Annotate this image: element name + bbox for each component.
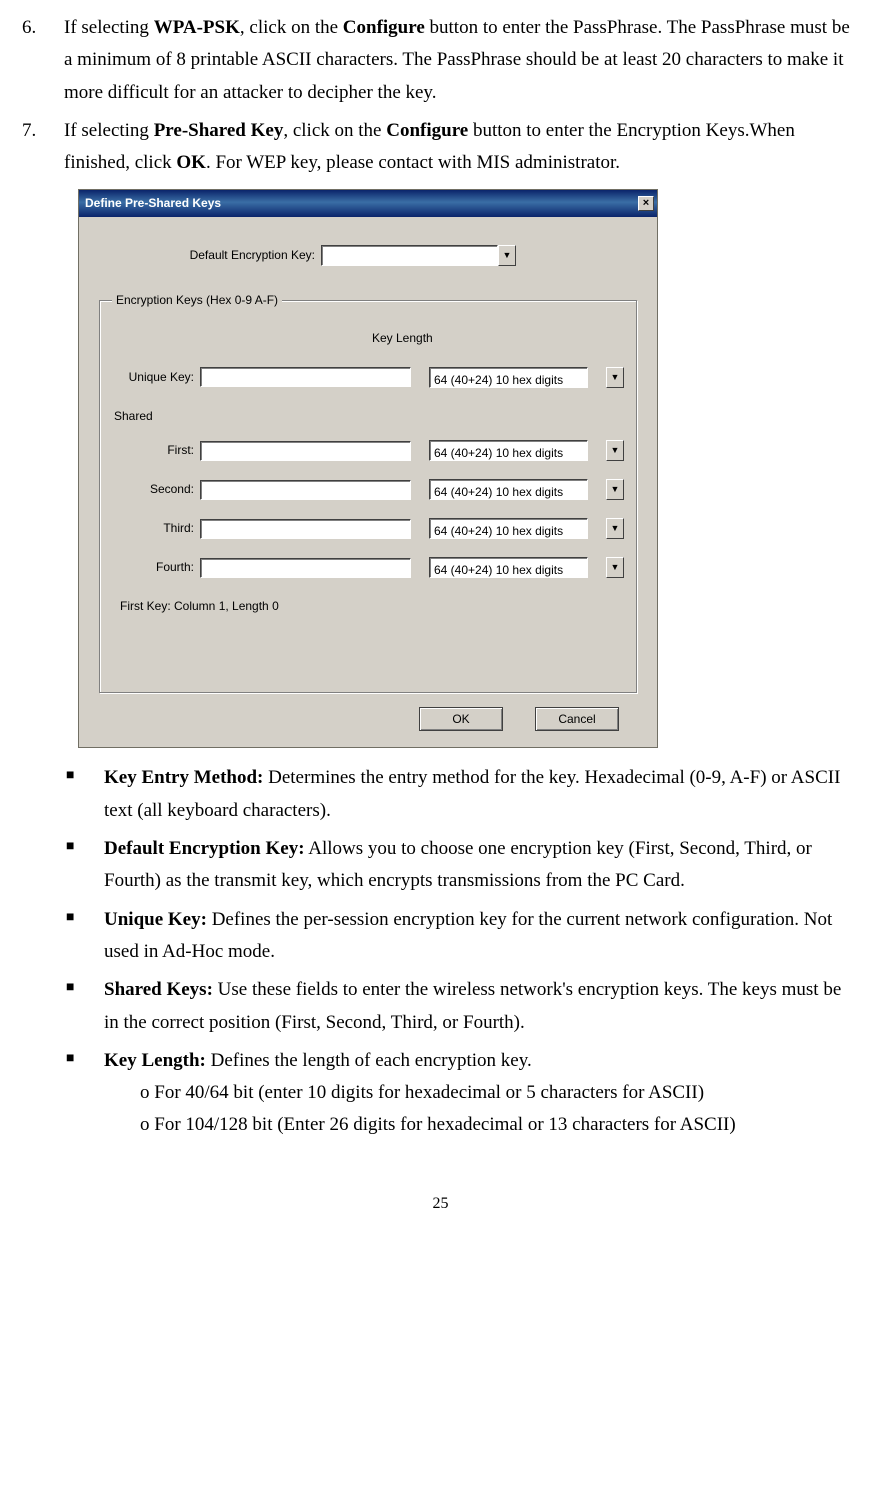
chevron-down-icon[interactable]: ▼ [606, 518, 624, 539]
unique-key-input[interactable] [200, 367, 411, 387]
length-value: 64 (40+24) 10 hex digits [429, 440, 588, 461]
shared-key-input[interactable] [200, 519, 411, 539]
bullet-sub: o For 40/64 bit (enter 10 digits for hex… [140, 1077, 859, 1109]
default-key-label: Default Encryption Key: [99, 245, 321, 265]
chevron-down-icon[interactable]: ▼ [606, 557, 624, 578]
shared-key-length-combo[interactable]: 64 (40+24) 10 hex digits ▼ [429, 518, 624, 539]
length-value: 64 (40+24) 10 hex digits [429, 479, 588, 500]
shared-label: Shared [114, 406, 624, 426]
encryption-keys-group: Encryption Keys (Hex 0-9 A-F) Key Length… [99, 290, 637, 694]
shared-key-input[interactable] [200, 441, 411, 461]
cancel-button[interactable]: Cancel [535, 707, 619, 731]
shared-key-length-combo[interactable]: 64 (40+24) 10 hex digits ▼ [429, 440, 624, 461]
default-key-value[interactable] [321, 245, 498, 266]
shared-key-input[interactable] [200, 558, 411, 578]
unique-key-label: Unique Key: [112, 367, 200, 387]
bullet-text: Defines the length of each encryption ke… [206, 1050, 532, 1071]
bullet-label: Key Length: [104, 1050, 206, 1071]
step-7: 7. If selecting Pre-Shared Key, click on… [22, 115, 859, 749]
bullet-label: Default Encryption Key: [104, 838, 305, 859]
key-length-header: Key Length [372, 328, 624, 348]
default-key-combo[interactable]: ▼ [321, 245, 516, 266]
shared-key-rows: First: 64 (40+24) 10 hex digits ▼ Second: 64… [112, 440, 624, 578]
chevron-down-icon[interactable]: ▼ [498, 245, 516, 266]
bullet-text: Defines the per-session encryption key f… [104, 909, 832, 962]
bullet-sub: o For 104/128 bit (Enter 26 digits for h… [140, 1109, 859, 1141]
step-6: 6. If selecting WPA-PSK, click on the Co… [22, 12, 859, 109]
bullet-text: Use these fields to enter the wireless n… [104, 979, 841, 1032]
bullet-item: Key Entry Method: Determines the entry m… [58, 762, 859, 827]
close-button[interactable]: × [638, 196, 654, 211]
shared-key-label: Third: [112, 518, 200, 538]
bullet-label: Shared Keys: [104, 979, 213, 1000]
page-number: 25 [22, 1190, 859, 1217]
step-text: If selecting Pre-Shared Key, click on th… [64, 120, 795, 173]
shared-key-label: First: [112, 440, 200, 460]
button-row: OK Cancel [99, 707, 637, 731]
length-value: 64 (40+24) 10 hex digits [429, 367, 588, 388]
shared-key-input[interactable] [200, 480, 411, 500]
bullet-item: Unique Key: Defines the per-session encr… [58, 904, 859, 969]
groupbox-title: Encryption Keys (Hex 0-9 A-F) [112, 290, 282, 310]
unique-key-length-combo[interactable]: 64 (40+24) 10 hex digits ▼ [429, 367, 624, 388]
ok-button[interactable]: OK [419, 707, 503, 731]
dialog-title: Define Pre-Shared Keys [85, 193, 221, 213]
bullet-item: Key Length: Defines the length of each e… [58, 1045, 859, 1142]
step-number: 7. [22, 115, 36, 147]
bullet-item: Default Encryption Key: Allows you to ch… [58, 833, 859, 898]
shared-key-row: First: 64 (40+24) 10 hex digits ▼ [112, 440, 624, 461]
titlebar: Define Pre-Shared Keys × [79, 190, 657, 216]
bullet-list: Key Entry Method: Determines the entry m… [58, 762, 859, 1141]
shared-key-length-combo[interactable]: 64 (40+24) 10 hex digits ▼ [429, 479, 624, 500]
step-number: 6. [22, 12, 36, 44]
length-value: 64 (40+24) 10 hex digits [429, 518, 588, 539]
shared-key-label: Second: [112, 479, 200, 499]
shared-key-row: Second: 64 (40+24) 10 hex digits ▼ [112, 479, 624, 500]
dialog-wrap: Define Pre-Shared Keys × Default Encrypt… [78, 189, 859, 748]
shared-key-row: Third: 64 (40+24) 10 hex digits ▼ [112, 518, 624, 539]
shared-key-row: Fourth: 64 (40+24) 10 hex digits ▼ [112, 557, 624, 578]
dialog-body: Default Encryption Key: ▼ Encryption Key… [79, 217, 657, 748]
shared-key-length-combo[interactable]: 64 (40+24) 10 hex digits ▼ [429, 557, 624, 578]
length-value: 64 (40+24) 10 hex digits [429, 557, 588, 578]
unique-key-row: Unique Key: 64 (40+24) 10 hex digits ▼ [112, 367, 624, 388]
bullet-label: Unique Key: [104, 909, 207, 930]
bullet-item: Shared Keys: Use these fields to enter t… [58, 974, 859, 1039]
chevron-down-icon[interactable]: ▼ [606, 367, 624, 388]
chevron-down-icon[interactable]: ▼ [606, 440, 624, 461]
bullet-label: Key Entry Method: [104, 767, 263, 788]
status-text: First Key: Column 1, Length 0 [120, 596, 624, 616]
chevron-down-icon[interactable]: ▼ [606, 479, 624, 500]
shared-key-label: Fourth: [112, 557, 200, 577]
step-text: If selecting WPA-PSK, click on the Confi… [64, 17, 850, 103]
define-keys-dialog: Define Pre-Shared Keys × Default Encrypt… [78, 189, 658, 748]
step-list: 6. If selecting WPA-PSK, click on the Co… [22, 12, 859, 748]
